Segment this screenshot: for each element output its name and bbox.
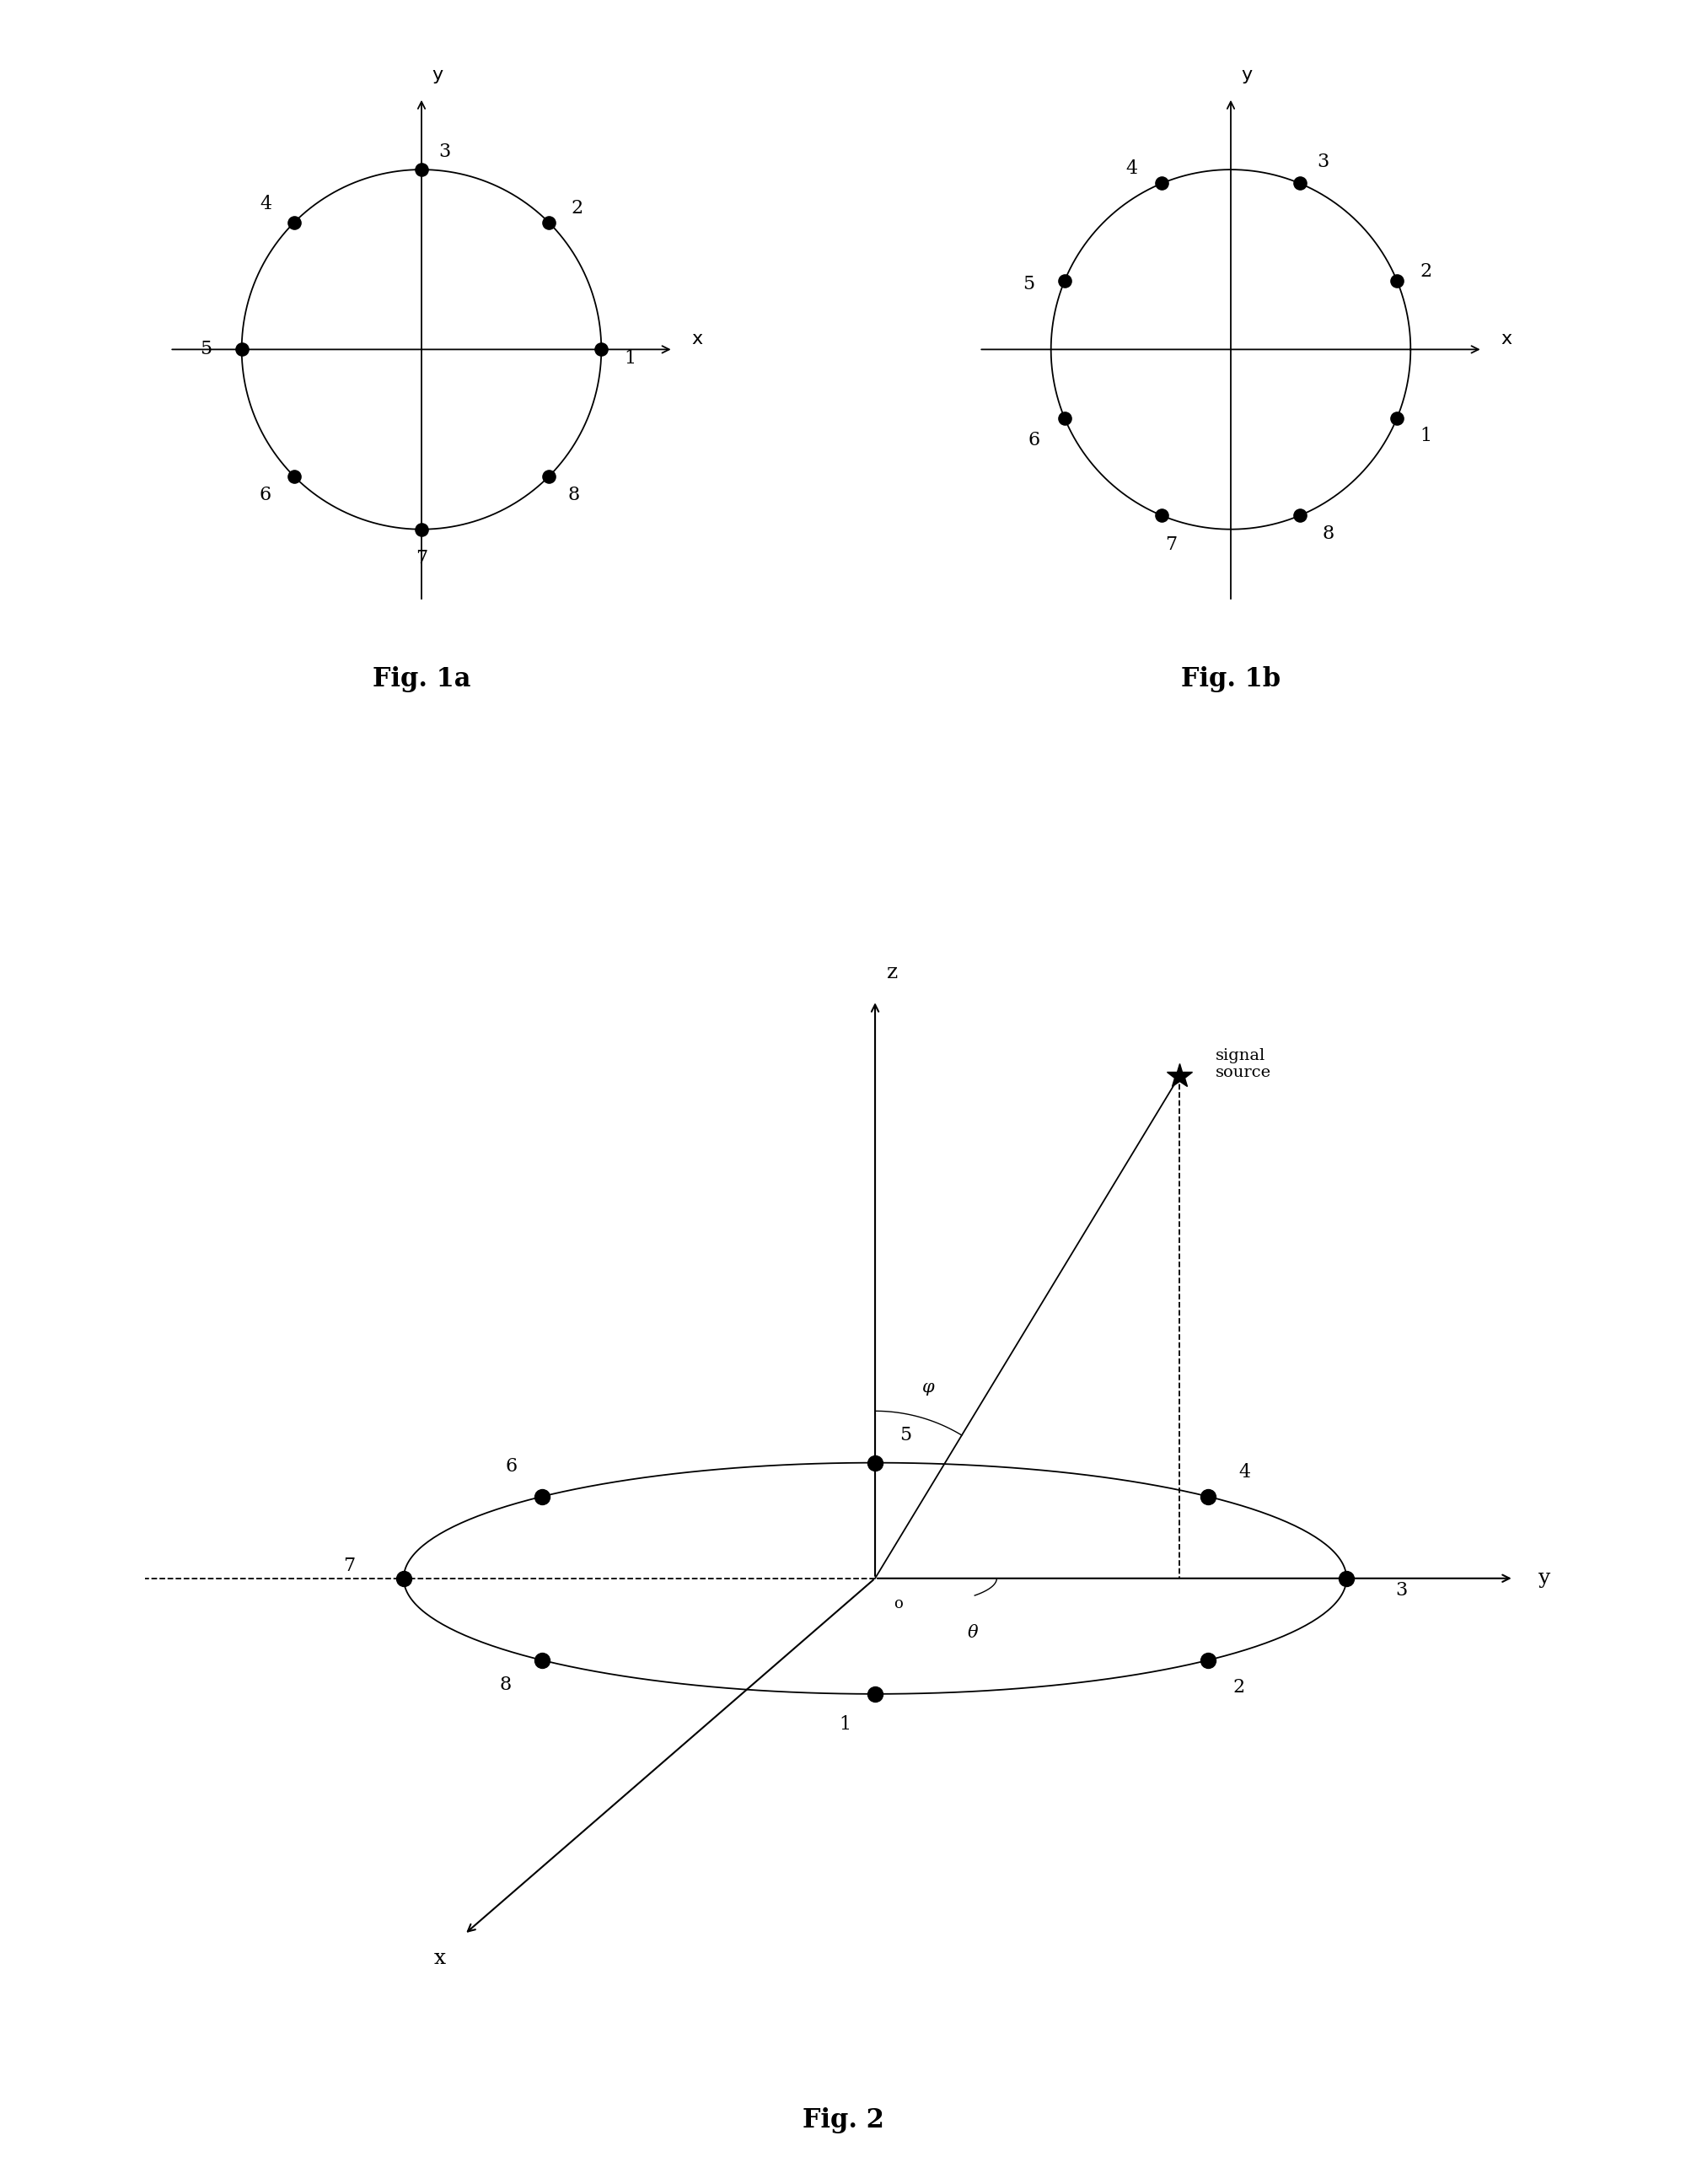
Text: 4: 4: [1239, 1463, 1251, 1481]
Text: 1: 1: [1420, 428, 1431, 446]
Text: θ: θ: [968, 1625, 978, 1640]
Point: [408, 153, 435, 188]
Point: [534, 459, 561, 494]
Text: o: o: [894, 1597, 902, 1612]
Text: x: x: [435, 1948, 447, 1968]
Text: 6: 6: [506, 1457, 518, 1476]
Point: [862, 1677, 889, 1712]
Point: [528, 1642, 555, 1677]
Point: [1334, 1562, 1361, 1597]
Text: 8: 8: [568, 485, 580, 505]
Text: 1: 1: [838, 1714, 851, 1734]
Text: 5: 5: [900, 1426, 912, 1444]
Text: 5: 5: [1023, 275, 1035, 293]
Point: [588, 332, 615, 367]
Text: 3: 3: [1396, 1581, 1408, 1601]
Text: y: y: [432, 66, 443, 83]
Text: x: x: [691, 330, 703, 347]
Text: φ: φ: [922, 1380, 934, 1396]
Text: 3: 3: [1317, 153, 1329, 170]
Text: y: y: [1241, 66, 1253, 83]
Text: 6: 6: [260, 485, 271, 505]
Text: 8: 8: [1322, 524, 1334, 544]
Text: 2: 2: [572, 199, 583, 216]
Text: Fig. 2: Fig. 2: [803, 2108, 883, 2134]
Text: 4: 4: [1126, 159, 1138, 179]
Point: [1384, 262, 1411, 297]
Text: 2: 2: [1420, 262, 1431, 282]
Point: [408, 511, 435, 546]
Point: [389, 1562, 416, 1597]
Text: 7: 7: [415, 548, 428, 568]
Point: [1050, 262, 1077, 297]
Text: 7: 7: [342, 1557, 354, 1575]
Text: signal
source: signal source: [1216, 1048, 1271, 1081]
Point: [862, 1446, 889, 1481]
Point: [1384, 402, 1411, 437]
Text: z: z: [887, 963, 899, 983]
Point: [534, 205, 561, 240]
Point: [282, 459, 309, 494]
Point: [1195, 1479, 1222, 1514]
Point: [1286, 166, 1313, 201]
Point: [282, 205, 309, 240]
Text: y: y: [1538, 1568, 1549, 1588]
Text: 6: 6: [1028, 430, 1040, 450]
Point: [1195, 1642, 1222, 1677]
Text: 3: 3: [438, 142, 450, 162]
Text: 2: 2: [1232, 1677, 1244, 1697]
Text: 4: 4: [260, 194, 271, 214]
Point: [1050, 402, 1077, 437]
Point: [228, 332, 255, 367]
Text: 8: 8: [499, 1675, 511, 1695]
Point: [1148, 166, 1175, 201]
Point: [528, 1479, 555, 1514]
Text: Fig. 1b: Fig. 1b: [1180, 666, 1281, 692]
Point: [1286, 498, 1313, 533]
Text: 1: 1: [624, 349, 636, 367]
Text: x: x: [1501, 330, 1512, 347]
Text: Fig. 1a: Fig. 1a: [373, 666, 470, 692]
Point: [1148, 498, 1175, 533]
Text: 7: 7: [1165, 535, 1177, 555]
Text: 5: 5: [199, 341, 212, 358]
